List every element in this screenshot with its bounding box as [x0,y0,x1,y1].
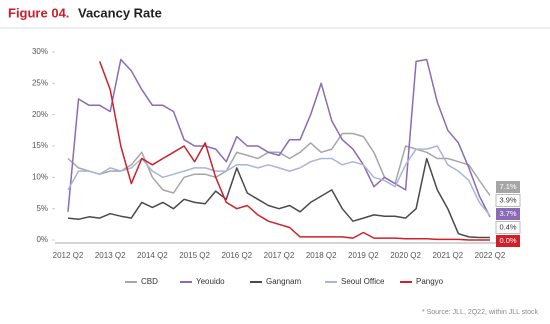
value-label-box [495,194,521,207]
x-tick-label: 2013 Q2 [95,251,126,260]
x-tick-label: 2021 Q2 [432,251,463,260]
value-label: 7.1% [499,182,516,191]
source-note: * Source: JLL, 2Q22, within JLL stock [422,309,539,316]
y-tick-label: 15% [32,141,48,150]
chart-title: Vacancy Rate [78,5,162,20]
series-line [67,157,490,239]
figure-label: Figure 04. [8,5,69,20]
value-label: 3.9% [499,195,516,204]
x-tick-label: 2014 Q2 [137,251,168,260]
series-line [67,132,491,196]
legend-label: Pangyo [416,277,444,286]
value-label-box [495,221,521,234]
x-tick-label: 2020 Q2 [390,251,421,260]
legend-label: Seoul Office [341,277,385,286]
x-tick-label: 2015 Q2 [179,251,210,260]
x-tick-label: 2018 Q2 [306,251,337,260]
y-tick-label: 20% [32,110,48,119]
value-label-box [496,181,520,193]
value-label-box [496,208,520,220]
x-tick-label: 2017 Q2 [264,251,295,260]
value-label: 3.7% [499,209,516,218]
value-label: 0.0% [499,236,516,245]
legend-label: CBD [141,277,158,286]
series-line [98,61,490,241]
y-tick-label: 5% [36,204,48,213]
y-tick-label: 30% [32,47,48,56]
x-tick-label: 2016 Q2 [221,251,252,260]
y-tick-label: 10% [32,172,48,181]
value-label: 0.4% [499,222,516,231]
series-line [67,58,491,218]
x-tick-label: 2012 Q2 [53,251,84,260]
legend-label: Yeouido [196,277,225,286]
series-line [67,145,491,217]
legend-label: Gangnam [266,277,301,286]
y-tick-label: 0% [36,235,48,244]
x-tick-label: 2022 Q2 [475,251,506,260]
y-tick-label: 25% [32,78,48,87]
x-tick-label: 2019 Q2 [348,251,379,260]
value-label-box [496,235,520,247]
